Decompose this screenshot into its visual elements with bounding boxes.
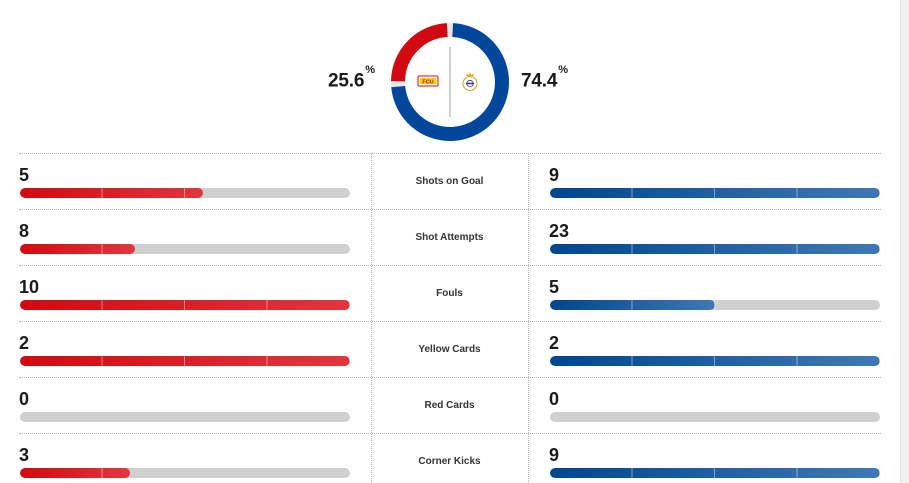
home-stat-value: 3 <box>19 445 30 465</box>
home-logo-text: FCU <box>422 79 433 85</box>
stat-label: Fouls <box>436 288 463 299</box>
away-stat-value: 5 <box>549 277 560 297</box>
away-stat-bar-fill <box>550 356 880 366</box>
home-stat-bar <box>20 468 350 478</box>
home-stat-bar <box>20 188 350 198</box>
stat-label: Red Cards <box>424 400 475 411</box>
home-stat-bar-fill <box>20 244 135 254</box>
away-stat-value: 23 <box>549 221 570 241</box>
team-stats-table: 5 Shots on Goal 9 8 Shot Attempts 23 10 Fouls 5 2… <box>19 153 881 483</box>
stat-label: Yellow Cards <box>418 344 481 355</box>
away-possession-value: 74.4% <box>521 64 568 92</box>
away-stat-value: 0 <box>549 389 560 409</box>
column-divider-right <box>528 153 529 483</box>
away-stat-bar-fill <box>550 188 880 198</box>
stat-label: Corner Kicks <box>418 456 481 467</box>
home-stat-bar <box>20 356 350 366</box>
away-stat-bar-fill <box>550 244 880 254</box>
home-stat-bar <box>20 412 350 422</box>
stat-label: Shot Attempts <box>415 232 484 243</box>
away-stat-bar <box>550 412 880 422</box>
home-stat-value: 8 <box>19 221 30 241</box>
column-divider-left <box>371 153 372 483</box>
home-stat-bar-fill <box>20 356 350 366</box>
home-stat-bar <box>20 300 350 310</box>
home-stat-value: 10 <box>19 277 40 297</box>
home-stat-bar-fill <box>20 188 204 198</box>
stat-row: 0 Red Cards 0 <box>19 377 881 433</box>
home-stat-bar-fill <box>20 300 350 310</box>
away-stat-bar <box>550 356 880 366</box>
home-stat-bar-fill <box>20 468 130 478</box>
home-stat-bar <box>20 244 350 254</box>
away-stat-value: 9 <box>549 165 560 185</box>
possession-donut: FCU <box>391 23 509 141</box>
away-stat-bar-fill <box>550 300 715 310</box>
home-team-logo: FCU <box>417 75 439 87</box>
home-possession-arc <box>391 23 448 82</box>
stat-row: 3 Corner Kicks 9 <box>19 433 881 483</box>
home-possession-value: 25.6% <box>328 64 375 92</box>
away-stat-bar <box>550 468 880 478</box>
home-stat-value: 5 <box>19 165 30 185</box>
away-stat-bar <box>550 188 880 198</box>
away-stat-bar <box>550 300 880 310</box>
home-stat-value: 2 <box>19 333 30 353</box>
away-stat-bar <box>550 244 880 254</box>
stat-label: Shots on Goal <box>415 176 484 187</box>
scrollbar-track[interactable] <box>900 0 909 483</box>
away-stat-value: 2 <box>549 333 560 353</box>
home-stat-value: 0 <box>19 389 30 409</box>
away-team-logo <box>462 72 478 91</box>
stat-row: 8 Shot Attempts 23 <box>19 209 881 265</box>
possession-section: 25.6% FCU 74.4% <box>0 0 900 150</box>
stat-row: 5 Shots on Goal 9 <box>19 153 881 209</box>
stat-row: 2 Yellow Cards 2 <box>19 321 881 377</box>
away-stat-bar-fill <box>550 468 880 478</box>
away-possession-arc <box>391 23 509 141</box>
away-stat-value: 9 <box>549 445 560 465</box>
stat-row: 10 Fouls 5 <box>19 265 881 321</box>
